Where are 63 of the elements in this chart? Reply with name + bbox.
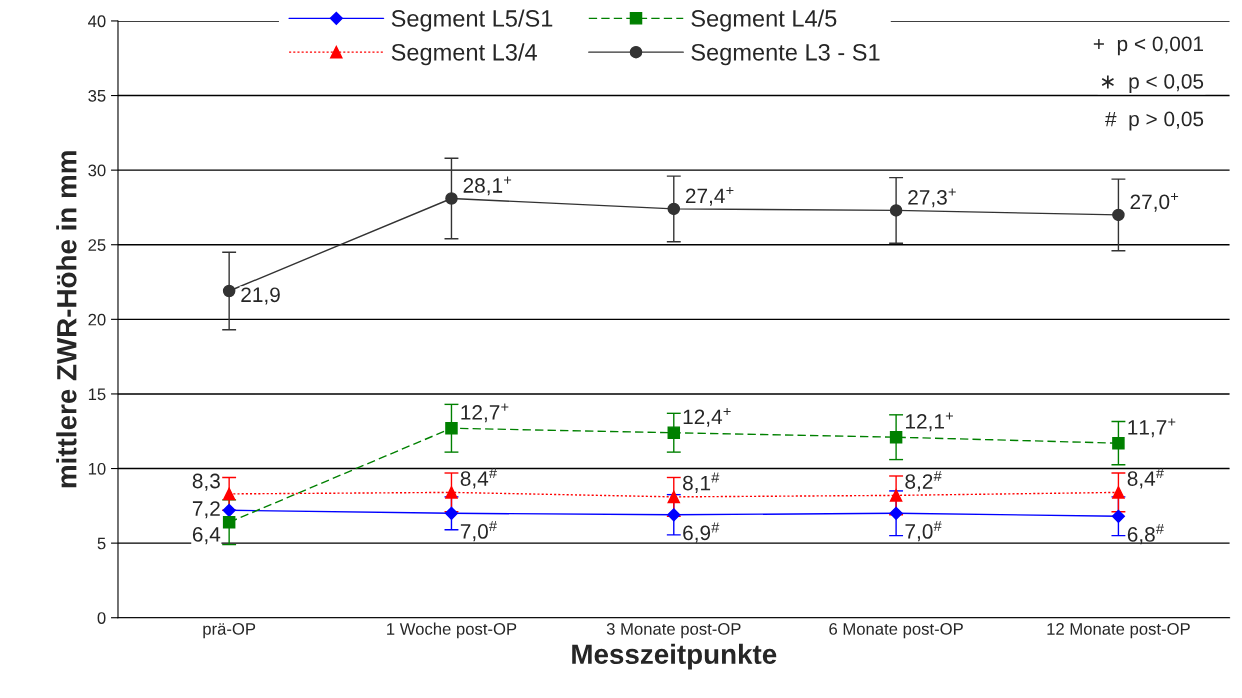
point (1112, 208, 1125, 222)
point (445, 421, 458, 435)
data-label: 6,8$^{#}$ (1127, 523, 1164, 545)
data-label: 8,3 (192, 473, 220, 491)
legend-label: Segmente L3 - S1 (691, 43, 880, 66)
data-label: 27,0$^{+}$ (1130, 192, 1179, 212)
data-label: 28,1$^{+}$ (463, 176, 512, 196)
y-tick-label: 5 (97, 537, 106, 550)
data-label: 8,1$^{#}$ (683, 472, 720, 493)
data-label: 21,9 (241, 287, 280, 305)
point (889, 430, 903, 444)
y-tick-label: 25 (88, 239, 106, 251)
point (1112, 436, 1125, 450)
x-tick-label: 1 Woche post-OP (387, 622, 517, 639)
data-label: 6,9$^{#}$ (683, 522, 720, 543)
annotation: # p > 0,05 (1105, 111, 1204, 131)
point (222, 503, 236, 517)
point (667, 508, 681, 522)
y-tick-label: 10 (88, 462, 106, 475)
point (889, 204, 903, 217)
data-label: 27,3$^{+}$ (908, 188, 956, 208)
data-label: 8,4$^{#}$ (1127, 468, 1164, 489)
data-label: 12,4$^{+}$ (683, 407, 731, 427)
point (444, 506, 459, 520)
point (222, 284, 236, 298)
data-label: 8,4$^{#}$ (460, 468, 497, 489)
point (667, 202, 681, 216)
x-tick-label: 3 Monate post-OP (606, 623, 741, 639)
point (445, 192, 458, 205)
point (667, 490, 681, 504)
y-tick-label: 0 (97, 612, 106, 624)
legend-label: Segment L3/4 (391, 43, 537, 66)
point (667, 426, 681, 439)
data-label: 12,7$^{+}$ (461, 403, 509, 423)
point (889, 489, 903, 502)
data-label: 7,0$^{#}$ (460, 520, 497, 542)
data-label: 11,7$^{+}$ (1128, 418, 1176, 438)
data-label: 6,4 (192, 526, 221, 545)
point (222, 487, 236, 501)
data-label: 12,1$^{+}$ (906, 412, 953, 432)
point (1111, 509, 1126, 523)
point (222, 515, 236, 529)
annotation: + p < 0,001 (1093, 36, 1203, 56)
point (1112, 486, 1125, 499)
data-label: 27,4$^{+}$ (685, 186, 734, 206)
x-axis-title: Messzeitpunkte (572, 643, 777, 670)
y-tick-label: 35 (88, 89, 106, 102)
x-tick-label: 6 Monate post-OP (829, 623, 963, 639)
y-tick-label: 15 (88, 388, 106, 401)
annotation: ∗ p < 0,05 (1101, 74, 1204, 93)
y-tick-label: 20 (88, 313, 106, 326)
legend-label: Segment L4/5 (691, 9, 837, 32)
data-label: 8,2$^{#}$ (905, 471, 942, 492)
y-tick-label: 40 (88, 15, 106, 28)
point (445, 486, 458, 499)
y-axis-title: mittlere ZWR-Höhe in mm (56, 151, 77, 488)
point (889, 506, 903, 520)
x-tick-label: 12 Monate post-OP (1047, 623, 1190, 639)
legend-label: Segment L5/S1 (391, 9, 553, 32)
data-label: 7,2 (192, 501, 220, 519)
data-label: 7,0$^{#}$ (905, 520, 942, 542)
y-tick-label: 30 (88, 164, 106, 177)
x-tick-label: prä-OP (203, 623, 256, 639)
